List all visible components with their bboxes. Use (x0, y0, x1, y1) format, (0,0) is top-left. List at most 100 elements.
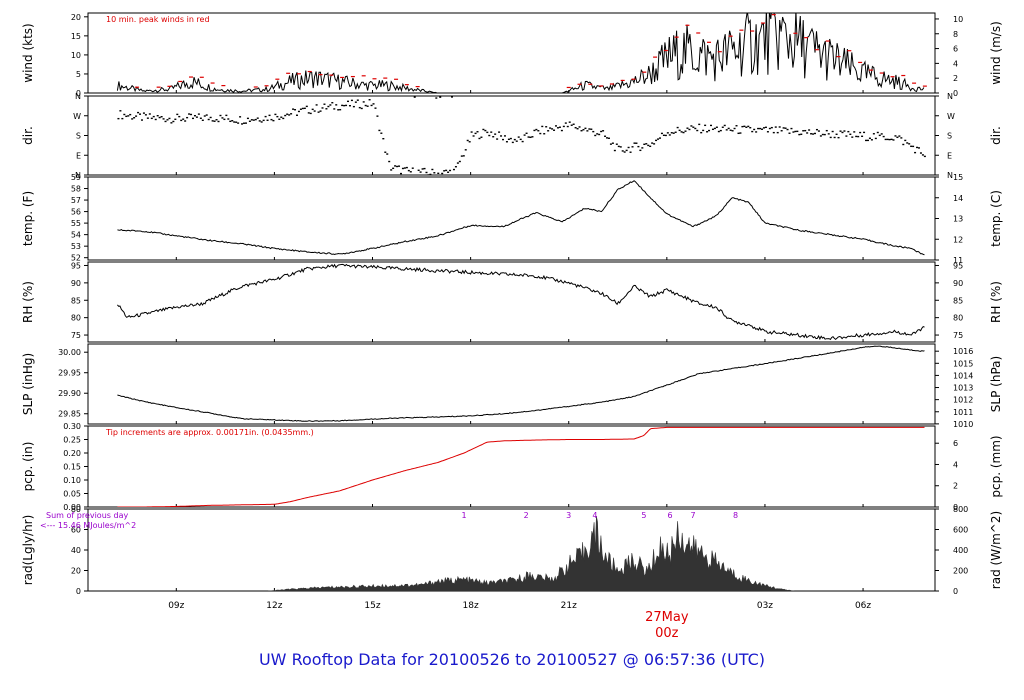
direction-point (908, 143, 911, 145)
direction-point (182, 118, 185, 120)
direction-point (660, 132, 663, 135)
direction-point (362, 101, 365, 103)
direction-point (845, 135, 848, 137)
direction-point (313, 110, 316, 112)
direction-point (827, 133, 830, 135)
direction-point (774, 126, 777, 128)
direction-point (780, 130, 783, 132)
direction-point (719, 129, 722, 132)
direction-point (511, 141, 514, 144)
direction-point (231, 120, 234, 122)
temperature-ytick-right-label: 15 (953, 173, 963, 182)
direction-point (596, 133, 599, 135)
day-sublabel: 00z (655, 626, 679, 641)
direction-point (411, 167, 414, 169)
direction-point (137, 111, 140, 114)
direction-point (553, 129, 556, 131)
precipitation-ytick-label: 0.05 (63, 490, 81, 499)
direction-point (696, 129, 699, 132)
direction-point (135, 115, 138, 117)
direction-point (700, 131, 703, 134)
direction-point (694, 127, 697, 130)
direction-point (284, 114, 287, 117)
direction-point (631, 146, 634, 148)
direction-point (588, 128, 591, 130)
direction-point (339, 108, 342, 111)
precipitation-ytick-right-label: 2 (953, 482, 958, 491)
radiation-ytick-label: 60 (71, 526, 81, 535)
direction-point (776, 131, 779, 134)
direction-point (380, 132, 383, 134)
relative_humidity-ytick-label: 90 (71, 279, 81, 288)
direction-point (653, 143, 656, 145)
direction-point (584, 127, 587, 130)
direction-point (674, 131, 677, 133)
direction-point (684, 130, 687, 132)
direction-point (244, 122, 247, 124)
wind-ytick-label: 15 (71, 32, 81, 41)
direction-point (598, 133, 601, 136)
temperature-ylabel-right: temp. (C) (989, 190, 1003, 247)
direction-point (150, 117, 153, 120)
direction-point (664, 134, 667, 137)
direction-point (454, 166, 457, 168)
direction-point (747, 125, 750, 128)
direction-point (166, 119, 169, 121)
direction-point (710, 124, 713, 127)
radiation-ytick-label: 40 (71, 546, 81, 555)
direction-point (127, 115, 130, 117)
temperature-ytick-label: 58 (71, 185, 81, 194)
precipitation-ytick-label: 0.25 (63, 436, 81, 445)
pressure-ytick-right-label: 1012 (953, 396, 973, 405)
direction-point (502, 138, 505, 141)
direction-point (246, 117, 249, 120)
direction-point (800, 133, 803, 135)
radiation-ytick-label: 20 (71, 567, 81, 576)
precipitation-ytick-label: 0.10 (63, 476, 81, 485)
direction-point (768, 127, 771, 130)
direction-point (625, 149, 628, 152)
direction-point (119, 110, 122, 112)
direction-point (347, 100, 350, 103)
direction-point (348, 105, 351, 107)
x-tick-label: 15z (364, 601, 380, 611)
direction-point (474, 132, 477, 135)
direction-point (480, 136, 483, 138)
direction-point (333, 108, 336, 110)
direction-point (851, 136, 854, 138)
direction-point (254, 118, 257, 121)
direction-point (123, 113, 126, 116)
direction-point (863, 131, 866, 134)
direction-point (356, 99, 359, 101)
direction-point (782, 127, 785, 129)
direction-point (582, 129, 585, 131)
direction-point (219, 114, 222, 117)
direction-ytick-right-label: N (947, 92, 953, 101)
direction-point (241, 123, 244, 125)
direction-point (409, 171, 412, 173)
x-tick-label: 09z (168, 601, 184, 611)
direction-point (405, 166, 408, 169)
direction-point (902, 143, 905, 146)
direction-point (164, 120, 167, 123)
direction-point (523, 134, 526, 136)
direction-point (894, 135, 897, 137)
pressure-ylabel-left: SLP (inHg) (21, 353, 35, 415)
direction-point (158, 116, 161, 119)
radiation-mark-8: 8 (733, 511, 738, 520)
direction-point (452, 168, 455, 171)
direction-point (462, 155, 465, 157)
direction-point (657, 138, 660, 140)
direction-point (802, 130, 805, 132)
direction-point (857, 135, 860, 138)
direction-point (152, 115, 155, 118)
direction-point (698, 123, 701, 126)
relative_humidity-ytick-label: 75 (71, 331, 81, 340)
direction-point (904, 139, 907, 142)
direction-point (841, 131, 844, 134)
direction-point (282, 117, 285, 120)
direction-point (884, 138, 887, 141)
direction-point (692, 126, 695, 128)
direction-point (906, 142, 909, 144)
radiation-ytick-right-label: 200 (953, 567, 968, 576)
